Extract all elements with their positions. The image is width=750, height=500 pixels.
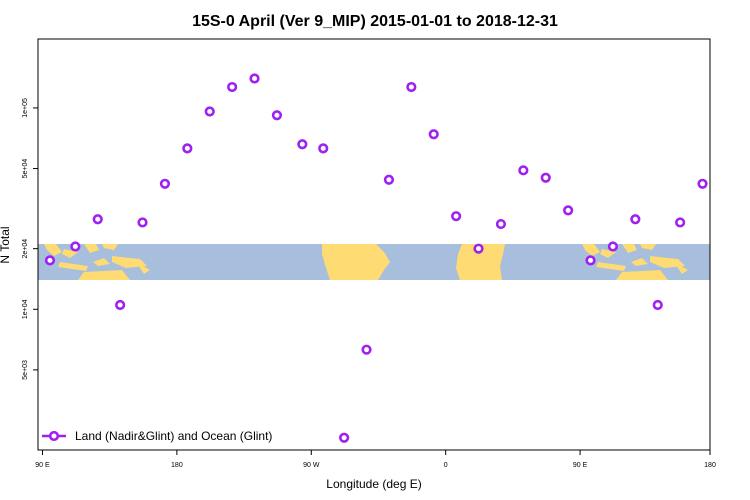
data-point [297,139,308,150]
data-point [518,165,529,176]
x-tick-label: 90 E [35,462,50,469]
y-tick-label: 5e+04 [22,159,29,179]
x-axis: 90 E 180 90 W 0 90 E 180 [35,450,716,469]
data-point [361,344,372,355]
data-point [585,255,596,266]
y-tick-label: 1e+05 [22,98,29,118]
data-point [204,106,215,117]
data-point [652,299,663,311]
data-point [339,432,350,443]
data-point [428,129,439,140]
data-point [473,243,484,254]
chart-title: 15S-0 April (Ver 9_MIP) 2015-01-01 to 20… [192,13,558,30]
legend-marker [48,430,60,442]
data-point [249,73,260,84]
data-point [630,214,641,225]
data-point [159,178,171,189]
data-point [451,211,462,222]
y-tick-label: 2e+04 [22,239,29,259]
data-point [697,178,708,189]
data-points [44,73,708,443]
data-point [495,218,507,230]
map-strip [38,244,710,280]
land-maritime-continent-right [582,244,688,280]
x-tick-label: 90 E [573,462,588,469]
land-africa [456,244,505,280]
data-point [607,241,619,252]
y-axis: 5e+03 1e+04 2e+04 5e+04 1e+05 [22,98,38,380]
data-point [563,205,574,216]
legend: Land (Nadir&Glint) and Ocean (Glint) [42,429,272,443]
data-point [227,81,238,93]
x-tick-label: 90 W [303,462,320,469]
data-point [92,214,103,225]
plot-frame [37,38,711,451]
data-point [540,172,551,183]
data-point [675,217,686,228]
data-point [70,241,81,252]
data-point [115,299,126,311]
data-point [137,217,148,228]
y-axis-label: N Total [0,226,12,263]
y-tick-label: 5e+03 [22,360,29,380]
x-tick-label: 180 [171,462,183,469]
land-south-america [322,244,390,280]
data-point [383,174,395,185]
data-point [182,143,193,154]
x-tick-label: 180 [704,462,716,469]
x-axis-label: Longitude (deg E) [326,477,421,491]
data-point [44,255,56,266]
x-tick-label: 0 [444,462,448,469]
y-tick-label: 1e+04 [22,299,29,319]
data-point [318,143,329,154]
data-point [406,81,417,93]
data-point [271,110,283,121]
legend-label: Land (Nadir&Glint) and Ocean (Glint) [75,429,272,443]
